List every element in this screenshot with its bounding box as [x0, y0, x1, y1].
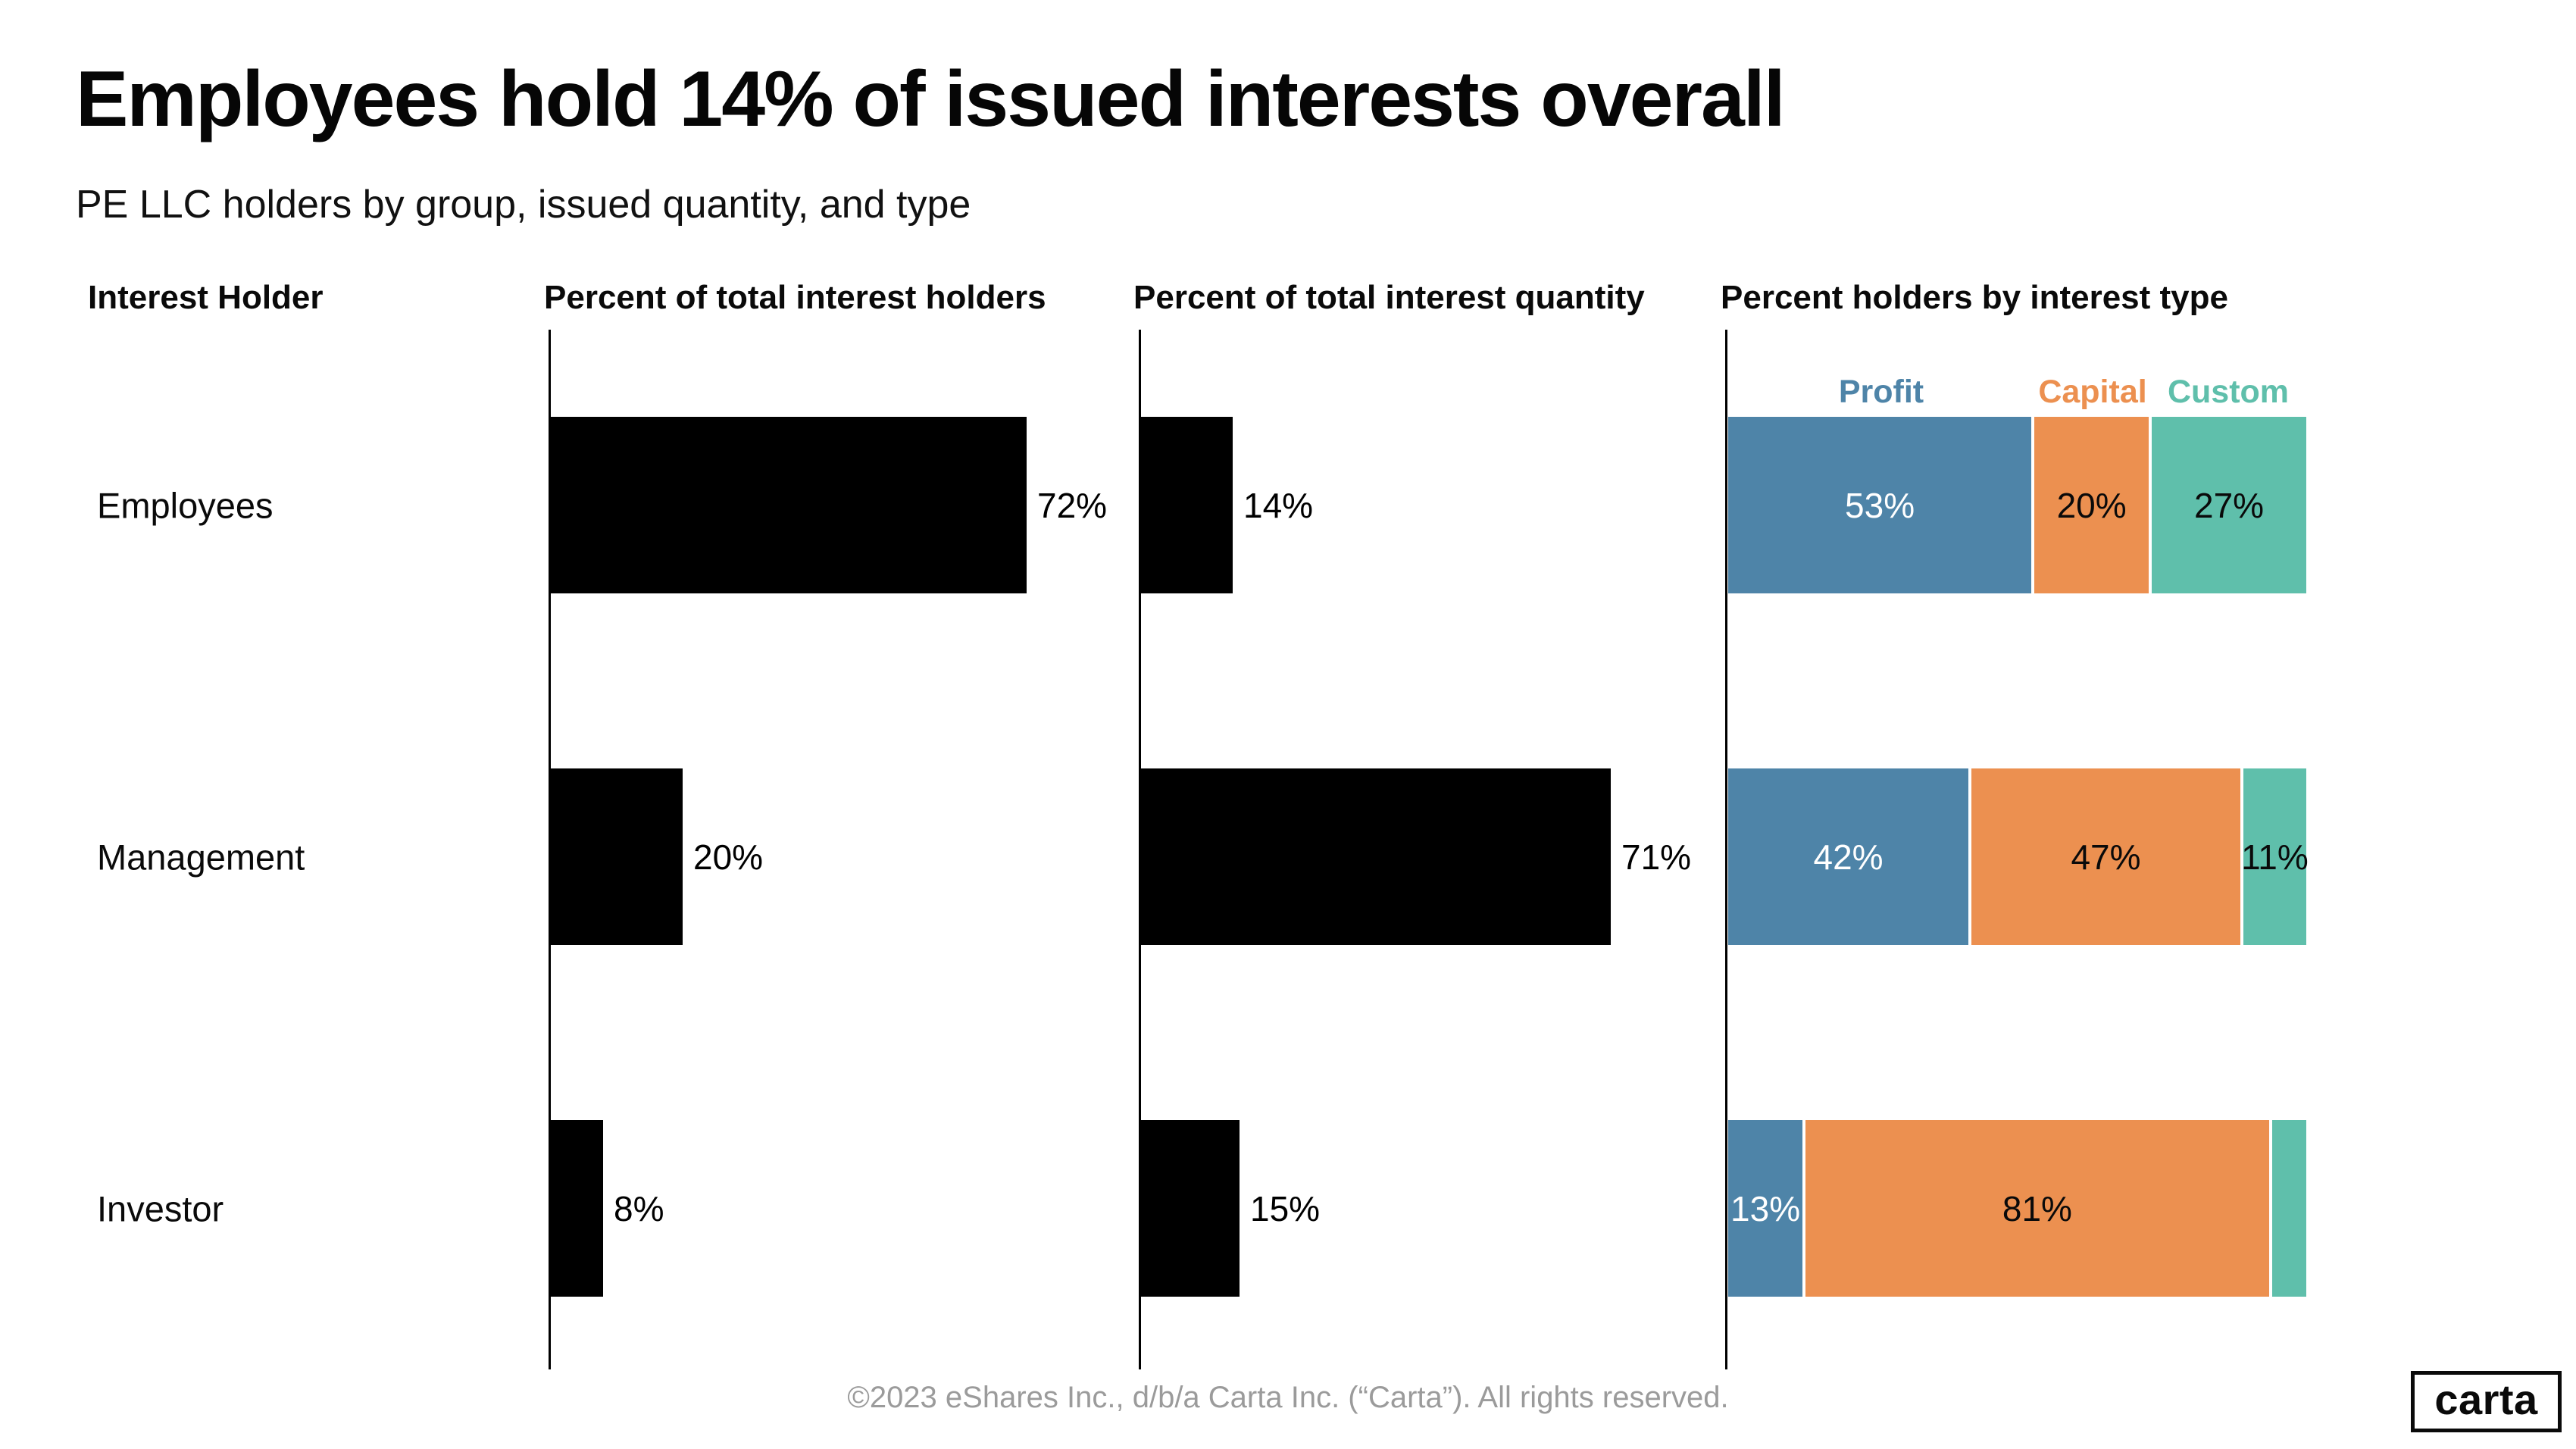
segment-custom-management: 11%: [2241, 768, 2309, 945]
bar-value-quantity-investor: 15%: [1250, 1188, 1321, 1228]
segment-custom-employees: 27%: [2152, 417, 2306, 593]
copyright-footer: ©2023 eShares Inc., d/b/a Carta Inc. (“C…: [847, 1381, 1729, 1414]
segment-profit-investor: 13%: [1728, 1120, 1803, 1297]
column-header-percent-holders: Percent of total interest holders: [544, 279, 1046, 316]
column-header-interest-holder: Interest Holder: [88, 279, 324, 316]
bar-holders-management: [550, 768, 683, 945]
column-header-percent-by-type: Percent holders by interest type: [1721, 279, 2228, 316]
bar-holders-employees: [550, 417, 1027, 593]
bar-quantity-employees: [1140, 417, 1233, 593]
segment-capital-investor: 81%: [1805, 1120, 2269, 1297]
stacked-bar-investor: 13% 81%: [1728, 1120, 2306, 1297]
legend-capital: Capital: [2038, 374, 2147, 410]
stacked-bar-employees: 53% 20% 27%: [1728, 417, 2306, 593]
bar-holders-investor: [550, 1120, 603, 1297]
row-label-management: Management: [97, 837, 305, 877]
bar-value-holders-management: 20%: [693, 837, 764, 877]
segment-profit-management: 42%: [1728, 768, 1969, 945]
bar-quantity-investor: [1140, 1120, 1240, 1297]
segment-custom-investor: [2271, 1120, 2306, 1297]
page-subtitle: PE LLC holders by group, issued quantity…: [76, 183, 971, 227]
bar-quantity-management: [1140, 768, 1611, 945]
stacked-bar-management: 42% 47% 11%: [1728, 768, 2309, 945]
axis-line-quantity: [1139, 330, 1141, 1369]
page-title: Employees hold 14% of issued interests o…: [76, 55, 1786, 143]
axis-line-holders: [549, 330, 551, 1369]
legend-profit: Profit: [1838, 374, 1924, 410]
carta-logo: carta: [2411, 1371, 2562, 1432]
segment-capital-management: 47%: [1971, 768, 2240, 945]
segment-capital-employees: 20%: [2034, 417, 2149, 593]
axis-line-type: [1725, 330, 1727, 1369]
bar-value-quantity-employees: 14%: [1243, 485, 1314, 525]
row-label-investor: Investor: [97, 1188, 224, 1228]
bar-value-holders-investor: 8%: [614, 1188, 664, 1228]
carta-logo-text: carta: [2434, 1375, 2538, 1423]
row-label-employees: Employees: [97, 485, 274, 525]
bar-value-holders-employees: 72%: [1037, 485, 1108, 525]
bar-value-quantity-management: 71%: [1621, 837, 1692, 877]
segment-profit-employees: 53%: [1728, 417, 2032, 593]
column-header-percent-quantity: Percent of total interest quantity: [1133, 279, 1645, 316]
legend-custom: Custom: [2167, 374, 2290, 410]
